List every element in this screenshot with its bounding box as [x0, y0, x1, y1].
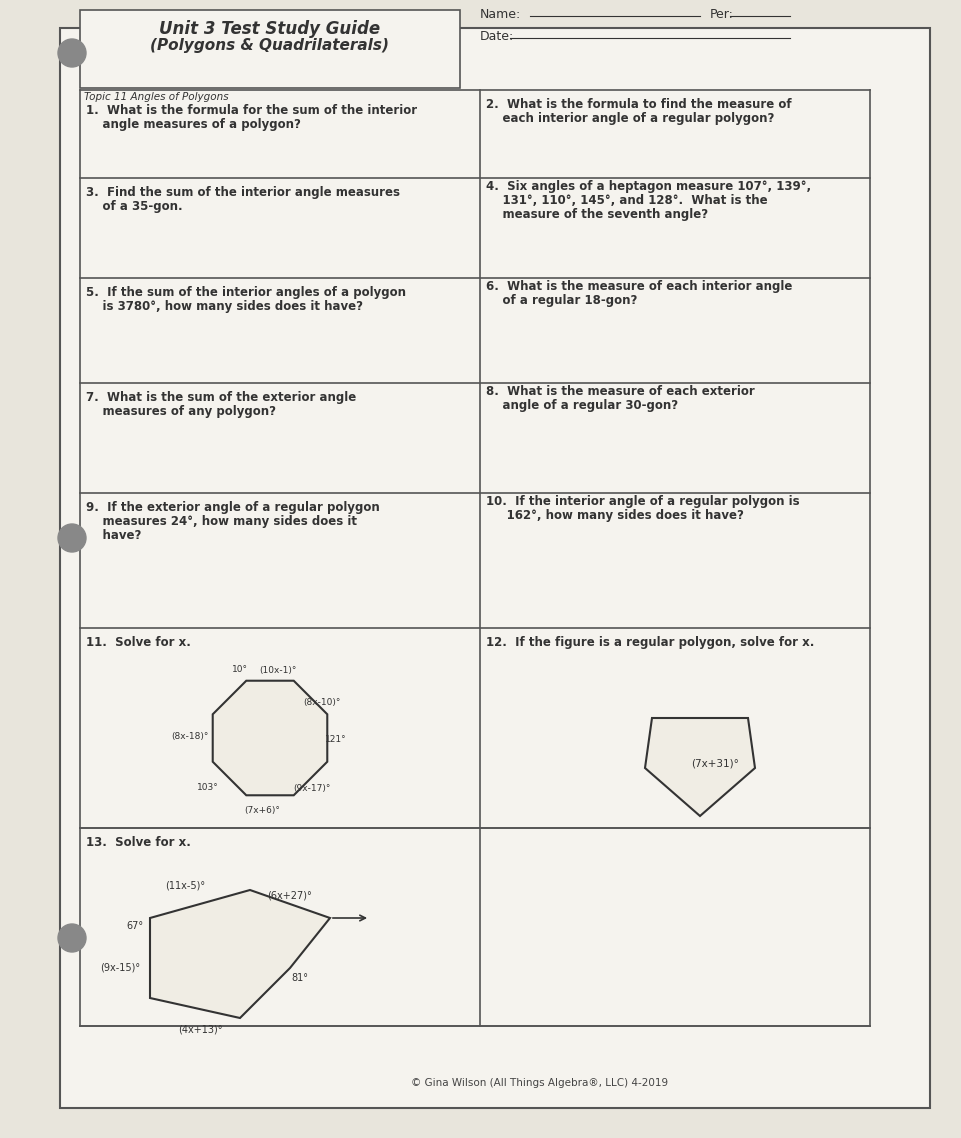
Text: 162°, how many sides does it have?: 162°, how many sides does it have? [485, 509, 743, 522]
Text: Topic 11 Angles of Polygons: Topic 11 Angles of Polygons [84, 92, 229, 102]
Text: 67°: 67° [126, 921, 143, 931]
Circle shape [58, 39, 86, 67]
FancyBboxPatch shape [60, 28, 929, 1108]
Text: 4.  Six angles of a heptagon measure 107°, 139°,: 4. Six angles of a heptagon measure 107°… [485, 180, 810, 193]
Text: (10x-1)°: (10x-1)° [259, 666, 296, 675]
Text: 3.  Find the sum of the interior angle measures: 3. Find the sum of the interior angle me… [86, 185, 400, 199]
Text: 2.  What is the formula to find the measure of: 2. What is the formula to find the measu… [485, 98, 791, 112]
FancyBboxPatch shape [80, 828, 869, 1026]
Text: 10.  If the interior angle of a regular polygon is: 10. If the interior angle of a regular p… [485, 495, 799, 508]
Text: 9.  If the exterior angle of a regular polygon: 9. If the exterior angle of a regular po… [86, 501, 380, 514]
Text: Per:: Per: [709, 8, 733, 20]
Text: (7x+6)°: (7x+6)° [244, 806, 280, 815]
Text: 81°: 81° [291, 973, 308, 983]
Polygon shape [150, 890, 330, 1019]
Text: 1.  What is the formula for the sum of the interior: 1. What is the formula for the sum of th… [86, 104, 417, 117]
Text: of a 35-gon.: of a 35-gon. [86, 200, 183, 213]
FancyBboxPatch shape [80, 10, 459, 88]
Text: (6x+27)°: (6x+27)° [267, 891, 312, 901]
Text: 13.  Solve for x.: 13. Solve for x. [86, 836, 190, 849]
Text: angle measures of a polygon?: angle measures of a polygon? [86, 118, 301, 131]
Text: 6.  What is the measure of each interior angle: 6. What is the measure of each interior … [485, 280, 792, 292]
Text: 121°: 121° [325, 735, 347, 744]
Text: measure of the seventh angle?: measure of the seventh angle? [485, 208, 707, 221]
Text: (8x-10)°: (8x-10)° [303, 698, 340, 707]
Text: 7.  What is the sum of the exterior angle: 7. What is the sum of the exterior angle [86, 391, 356, 404]
Text: Name:: Name: [480, 8, 521, 20]
Text: (9x-17)°: (9x-17)° [293, 783, 331, 792]
Text: measures 24°, how many sides does it: measures 24°, how many sides does it [86, 516, 357, 528]
Text: is 3780°, how many sides does it have?: is 3780°, how many sides does it have? [86, 300, 362, 313]
Text: (7x+31)°: (7x+31)° [690, 759, 738, 769]
Text: (11x-5)°: (11x-5)° [164, 881, 205, 891]
Text: angle of a regular 30-gon?: angle of a regular 30-gon? [485, 399, 678, 412]
Text: 12.  If the figure is a regular polygon, solve for x.: 12. If the figure is a regular polygon, … [485, 636, 814, 649]
Polygon shape [644, 718, 754, 816]
Text: have?: have? [86, 529, 141, 542]
Text: (8x-18)°: (8x-18)° [171, 732, 209, 741]
Text: (9x-15)°: (9x-15)° [100, 963, 140, 973]
Text: (4x+13)°: (4x+13)° [178, 1025, 222, 1034]
Text: of a regular 18-gon?: of a regular 18-gon? [485, 294, 637, 307]
Text: 10°: 10° [232, 666, 248, 675]
Text: (Polygons & Quadrilaterals): (Polygons & Quadrilaterals) [150, 38, 389, 53]
Text: Date:: Date: [480, 30, 514, 43]
Text: Unit 3 Test Study Guide: Unit 3 Test Study Guide [160, 20, 381, 38]
Text: 8.  What is the measure of each exterior: 8. What is the measure of each exterior [485, 385, 754, 398]
Text: 103°: 103° [197, 783, 219, 792]
Text: 131°, 110°, 145°, and 128°.  What is the: 131°, 110°, 145°, and 128°. What is the [485, 193, 767, 207]
Circle shape [58, 523, 86, 552]
Text: measures of any polygon?: measures of any polygon? [86, 405, 276, 418]
Polygon shape [212, 681, 327, 795]
Text: 5.  If the sum of the interior angles of a polygon: 5. If the sum of the interior angles of … [86, 286, 406, 299]
Circle shape [58, 924, 86, 953]
Text: © Gina Wilson (All Things Algebra®, LLC) 4-2019: © Gina Wilson (All Things Algebra®, LLC)… [411, 1078, 668, 1088]
Text: each interior angle of a regular polygon?: each interior angle of a regular polygon… [485, 112, 774, 125]
Text: 11.  Solve for x.: 11. Solve for x. [86, 636, 190, 649]
